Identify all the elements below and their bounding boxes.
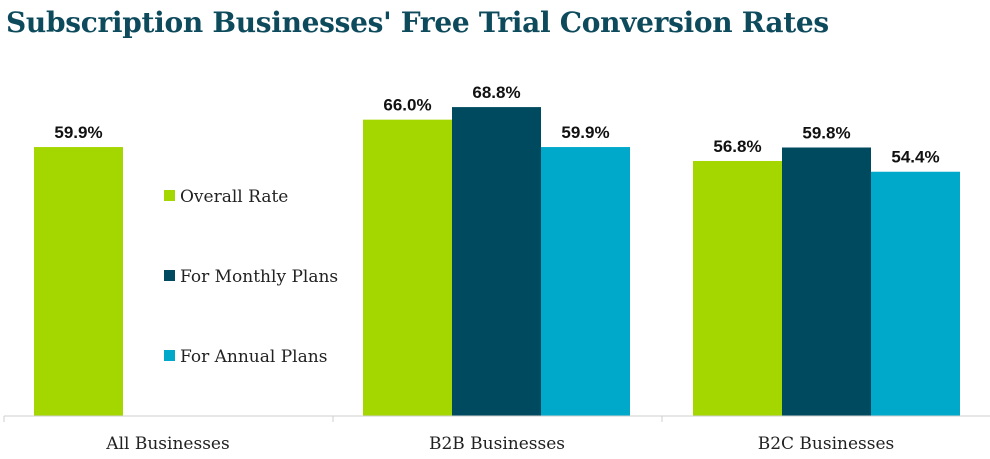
- bar-2-1: [782, 147, 871, 417]
- legend-label-2: For Annual Plans: [180, 347, 327, 367]
- value-label-0-0: 59.9%: [54, 123, 102, 142]
- legend-label-0: Overall Rate: [180, 187, 288, 207]
- value-label-1-1: 68.8%: [472, 83, 520, 102]
- value-label-1-2: 59.9%: [561, 123, 609, 142]
- bar-1-1: [452, 107, 541, 416]
- bar-1-0: [363, 119, 452, 416]
- bar-2-2: [871, 171, 960, 416]
- legend-swatch-2: [164, 350, 175, 361]
- bar-1-2: [541, 147, 630, 416]
- value-label-2-2: 54.4%: [891, 148, 939, 167]
- bar-0-0: [34, 147, 123, 416]
- category-label-2: B2C Businesses: [758, 434, 895, 454]
- value-label-1-0: 66.0%: [383, 96, 431, 115]
- value-labels-group: 59.9% 66.0% 68.8% 59.9% 56.8% 59.8% 54.4%: [54, 83, 939, 167]
- category-label-1: B2B Businesses: [429, 434, 565, 454]
- value-label-2-0: 56.8%: [713, 137, 761, 156]
- chart-title: Subscription Businesses' Free Trial Conv…: [6, 6, 829, 39]
- category-label-0: All Businesses: [105, 434, 229, 454]
- bar-2-0: [693, 160, 782, 416]
- legend-swatch-0: [164, 190, 175, 201]
- bars-group: [34, 107, 960, 417]
- value-label-2-1: 59.8%: [802, 123, 850, 142]
- legend-label-1: For Monthly Plans: [180, 267, 338, 287]
- legend: Overall Rate For Monthly Plans For Annual …: [164, 187, 338, 367]
- category-labels-group: All Businesses B2B Businesses B2C Business…: [105, 434, 894, 454]
- x-axis: [3, 415, 990, 422]
- legend-swatch-1: [164, 270, 175, 281]
